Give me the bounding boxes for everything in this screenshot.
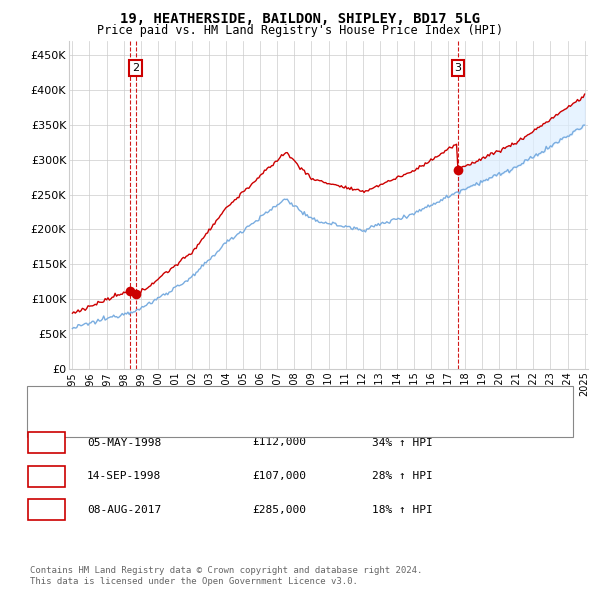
Text: 28% ↑ HPI: 28% ↑ HPI [372,471,433,481]
Text: £285,000: £285,000 [252,505,306,514]
Text: 3: 3 [454,63,461,73]
Text: Price paid vs. HM Land Registry's House Price Index (HPI): Price paid vs. HM Land Registry's House … [97,24,503,37]
Text: 34% ↑ HPI: 34% ↑ HPI [372,438,433,447]
Text: 18% ↑ HPI: 18% ↑ HPI [372,505,433,514]
Text: 2: 2 [43,471,50,481]
Text: 19, HEATHERSIDE, BAILDON, SHIPLEY, BD17 5LG: 19, HEATHERSIDE, BAILDON, SHIPLEY, BD17 … [120,12,480,26]
Text: 08-AUG-2017: 08-AUG-2017 [87,505,161,514]
Text: HPI: Average price, detached house, Bradford: HPI: Average price, detached house, Brad… [90,417,349,427]
Text: 2: 2 [132,63,139,73]
Text: 1: 1 [43,438,50,447]
Text: Contains HM Land Registry data © Crown copyright and database right 2024.: Contains HM Land Registry data © Crown c… [30,566,422,575]
Text: 14-SEP-1998: 14-SEP-1998 [87,471,161,481]
Text: £107,000: £107,000 [252,471,306,481]
Text: £112,000: £112,000 [252,438,306,447]
Text: 05-MAY-1998: 05-MAY-1998 [87,438,161,447]
Text: 3: 3 [43,505,50,514]
Text: This data is licensed under the Open Government Licence v3.0.: This data is licensed under the Open Gov… [30,577,358,586]
Text: 19, HEATHERSIDE, BAILDON, SHIPLEY, BD17 5LG (detached house): 19, HEATHERSIDE, BAILDON, SHIPLEY, BD17 … [90,398,443,408]
